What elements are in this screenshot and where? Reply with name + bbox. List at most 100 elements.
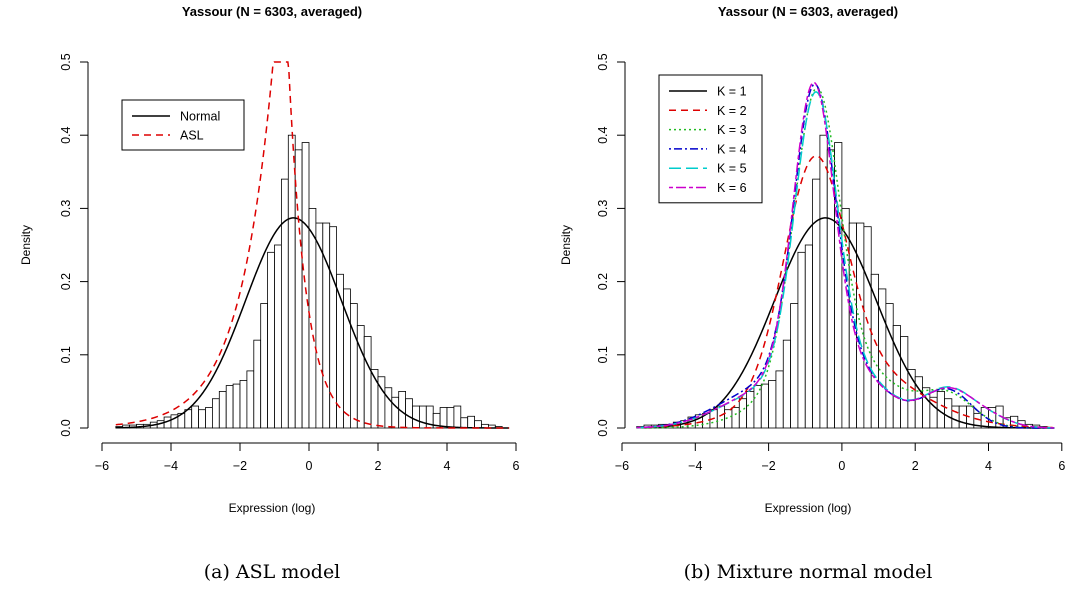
chart-title: Yassour (N = 6303, averaged) (718, 4, 898, 19)
y-tick-label: 0.3 (596, 200, 610, 217)
y-tick-label: 0.1 (59, 346, 73, 363)
histogram-bar (460, 417, 469, 429)
legend-label: ASL (180, 129, 204, 143)
y-tick-label: 0.0 (596, 419, 610, 436)
histogram-bar (205, 407, 213, 429)
histogram-bar (819, 134, 828, 429)
x-axis: −6 −4 −2 0 2 4 6 (95, 442, 520, 473)
x-tick-label: 4 (985, 459, 992, 473)
histogram-bar (951, 405, 960, 429)
histogram-bar (944, 398, 953, 429)
y-axis: 0.0 0.1 0.2 0.3 0.4 0.5 (59, 53, 89, 437)
legend-box (121, 99, 245, 151)
histogram-bar (804, 244, 813, 429)
x-tick-label: 6 (1058, 459, 1065, 473)
y-axis-label: Density (19, 225, 33, 265)
histogram-bar (790, 303, 799, 429)
histogram-bar (746, 390, 755, 429)
legend-label: K = 2 (717, 104, 747, 118)
histogram-bar (812, 178, 821, 429)
density-curve (636, 83, 1055, 429)
histogram-bar (184, 409, 193, 429)
histogram-bar (280, 178, 289, 429)
histogram-bar (768, 380, 777, 429)
figure-caption: (a) ASL model (204, 561, 341, 583)
panel-b: Yassour (N = 6303, averaged) −6 −4 −2 0 2 4 6 Ex… (559, 4, 1065, 583)
histogram-bar (405, 398, 413, 429)
legend-label: K = 3 (717, 123, 747, 137)
histogram-bar (446, 407, 455, 429)
y-tick-label: 0.4 (59, 126, 73, 143)
y-tick-label: 0.5 (59, 53, 73, 70)
histogram-bar (391, 396, 400, 429)
histogram-bar (260, 303, 269, 429)
y-axis-label: Density (559, 225, 573, 265)
x-tick-label: −6 (95, 459, 109, 473)
histogram-bar (225, 385, 234, 429)
histogram-bar (322, 222, 331, 429)
histogram-bar (731, 407, 740, 429)
histogram-bar (301, 142, 310, 429)
legend: Normal ASL (121, 99, 245, 151)
histogram-bar (315, 222, 324, 429)
x-axis-label: Expression (log) (229, 501, 316, 515)
histogram-bar (253, 339, 262, 429)
figure-caption: (b) Mixture normal model (684, 561, 933, 583)
x-tick-label: 2 (912, 459, 919, 473)
histogram-bar (308, 207, 317, 429)
histogram-bar (412, 405, 420, 429)
histogram-bar (363, 336, 372, 429)
density-curve (115, 217, 510, 429)
x-axis-label: Expression (log) (765, 501, 852, 515)
x-tick-label: −6 (615, 459, 629, 473)
histogram-bar (287, 134, 296, 429)
y-tick-label: 0.3 (59, 200, 73, 217)
histogram-bar (760, 383, 770, 429)
panel-a: Yassour (N = 6303, averaged) −6 −4 −2 0 2 4 6 Ex… (19, 4, 520, 583)
histogram-bar (246, 370, 255, 429)
density-curve (636, 81, 1055, 429)
histogram-bar (418, 405, 427, 429)
x-tick-label: 2 (375, 459, 382, 473)
x-tick-label: 6 (513, 459, 520, 473)
histogram-bar (453, 405, 462, 429)
y-tick-label: 0.2 (596, 273, 610, 290)
histogram-bar (198, 409, 206, 429)
histogram-bar (753, 385, 762, 429)
histogram-bar (738, 398, 748, 429)
y-tick-label: 0.2 (59, 273, 73, 290)
histogram-bar (294, 149, 303, 429)
x-tick-label: −4 (688, 459, 702, 473)
histogram-bar (349, 303, 358, 429)
histogram-bar (716, 405, 726, 429)
legend-label: K = 6 (717, 181, 747, 195)
histogram-bar (863, 226, 872, 429)
y-tick-label: 0.0 (59, 419, 73, 436)
density-curve (636, 87, 1055, 429)
x-tick-label: −2 (761, 459, 775, 473)
histogram-bar (356, 325, 365, 429)
x-tick-label: −4 (164, 459, 178, 473)
histogram-bar (892, 325, 901, 429)
histogram-bar (274, 244, 282, 429)
histogram-bar (267, 251, 275, 429)
histogram-bar (239, 380, 248, 429)
y-tick-label: 0.1 (596, 346, 610, 363)
x-axis: −6 −4 −2 0 2 4 6 (615, 442, 1065, 473)
density-curve (636, 155, 1055, 429)
legend-label: K = 4 (717, 142, 747, 156)
histogram-bar (797, 251, 806, 429)
y-tick-label: 0.5 (596, 53, 610, 70)
histogram-bar (191, 405, 199, 429)
x-tick-label: 0 (306, 459, 313, 473)
legend: K = 1 K = 2 K = 3 K = 4 K = 5 K = 6 (658, 74, 763, 204)
x-tick-label: 4 (444, 459, 451, 473)
histogram-bar (856, 222, 865, 429)
legend-box (658, 74, 763, 204)
histogram-bar (474, 420, 482, 429)
y-tick-label: 0.4 (596, 126, 610, 143)
legend-label: K = 5 (717, 162, 747, 176)
histogram-bar (958, 405, 967, 429)
histogram-bar (211, 398, 220, 429)
